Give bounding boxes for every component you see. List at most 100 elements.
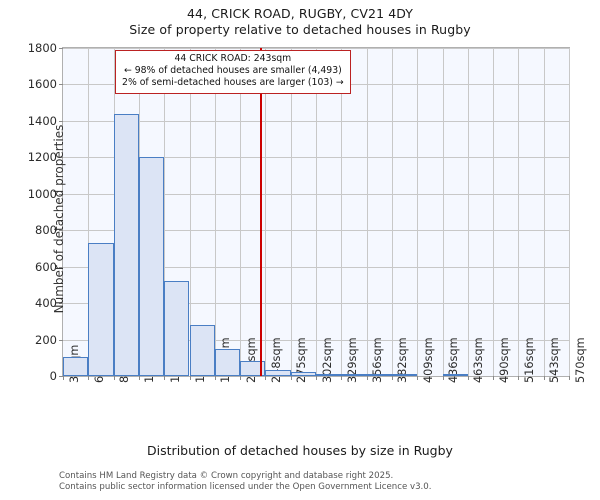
x-gridline <box>493 48 495 376</box>
x-tick-mark <box>493 376 495 380</box>
y-tick-label: 0 <box>49 369 57 383</box>
x-tick-label: 570sqm <box>573 337 587 383</box>
annotation-line-1: 44 CRICK ROAD: 243sqm <box>174 53 292 64</box>
y-tick-mark <box>59 84 63 86</box>
annotation-line-2: ← 98% of detached houses are smaller (4,… <box>123 65 342 77</box>
x-gridline <box>214 48 216 376</box>
histogram-bar <box>189 324 215 376</box>
y-tick-label: 200 <box>35 332 57 347</box>
x-tick-label: 329sqm <box>345 337 359 383</box>
x-gridline <box>467 48 469 376</box>
x-tick-label: 490sqm <box>497 337 511 383</box>
x-tick-label: 248sqm <box>269 337 283 383</box>
y-tick-label: 1000 <box>27 186 57 201</box>
x-tick-mark <box>189 376 191 380</box>
y-tick-mark <box>59 48 63 49</box>
x-tick-mark <box>164 376 165 380</box>
histogram-bar <box>138 157 164 376</box>
x-gridline <box>341 48 343 376</box>
x-axis-title: Distribution of detached houses by size … <box>147 443 453 458</box>
y-axis-title: Number of detached properties <box>52 124 66 314</box>
x-tick-mark <box>63 376 64 380</box>
x-gridline <box>569 48 570 376</box>
x-tick-label: 302sqm <box>320 337 334 383</box>
y-tick-mark <box>59 157 63 159</box>
y-tick-label: 400 <box>35 296 57 311</box>
x-tick-mark <box>214 376 216 380</box>
y-tick-mark <box>59 120 63 122</box>
footer-attribution: Contains HM Land Registry data © Crown c… <box>59 471 431 492</box>
y-tick-mark <box>59 376 63 377</box>
x-tick-mark <box>442 376 444 380</box>
x-gridline <box>391 48 393 376</box>
x-tick-label: 382sqm <box>396 337 410 383</box>
x-tick-mark <box>113 376 115 380</box>
x-tick-label: 543sqm <box>548 337 561 383</box>
x-gridline <box>442 48 444 376</box>
plot-area: 02004006008001000120014001600180034sqm61… <box>28 41 587 383</box>
y-tick-label: 1200 <box>27 150 57 165</box>
x-tick-label: 516sqm <box>522 337 536 383</box>
x-tick-label: 222sqm <box>244 337 258 383</box>
histogram-bar <box>240 361 265 376</box>
x-tick-mark <box>417 376 418 380</box>
x-gridline <box>265 48 267 376</box>
x-gridline <box>290 48 292 376</box>
x-tick-mark <box>366 376 368 380</box>
y-tick-mark <box>59 303 63 305</box>
x-gridline <box>543 48 545 376</box>
property-marker-line <box>260 48 262 376</box>
x-tick-mark <box>543 376 545 380</box>
y-tick-mark <box>59 266 63 268</box>
x-gridline <box>189 48 191 376</box>
y-tick-mark <box>59 230 63 232</box>
x-tick-mark <box>391 376 393 380</box>
x-tick-mark <box>341 376 343 380</box>
x-gridline <box>240 48 242 376</box>
x-gridline <box>316 48 317 376</box>
x-gridline <box>518 48 520 376</box>
histogram-bar <box>164 281 190 376</box>
x-tick-mark <box>316 376 317 380</box>
page-title: 44, CRICK ROAD, RUGBY, CV21 4DY <box>186 6 414 21</box>
histogram-bar <box>316 373 342 376</box>
y-tick-label: 600 <box>35 259 57 274</box>
histogram-bar <box>341 374 367 376</box>
y-tick-label: 800 <box>35 223 57 238</box>
histogram-bar <box>214 349 241 376</box>
x-gridline <box>417 48 418 376</box>
y-tick-mark <box>59 339 63 341</box>
x-tick-mark <box>265 376 267 380</box>
x-tick-mark <box>88 376 90 380</box>
x-tick-label: 275sqm <box>295 337 308 383</box>
footer-line-1: Contains HM Land Registry data © Crown c… <box>59 471 394 481</box>
x-tick-mark <box>138 376 140 380</box>
x-gridline <box>88 48 90 376</box>
x-tick-mark <box>240 376 242 380</box>
y-tick-label: 1800 <box>27 41 57 55</box>
x-tick-mark <box>290 376 292 380</box>
histogram-bar <box>265 369 291 376</box>
y-tick-label: 1400 <box>27 113 57 128</box>
histogram-bar <box>366 374 392 376</box>
chart-subtitle: Size of property relative to detached ho… <box>129 22 471 37</box>
x-gridline <box>366 48 368 376</box>
y-tick-label: 1600 <box>27 77 57 92</box>
histogram-bar <box>63 356 89 376</box>
footer-line-2: Contains public sector information licen… <box>59 481 432 492</box>
annotation-line-3: 2% of semi-detached houses are larger (1… <box>122 77 344 89</box>
histogram-bar <box>391 374 417 376</box>
x-tick-mark <box>518 376 520 380</box>
x-tick-label: 436sqm <box>447 337 460 383</box>
x-tick-label: 356sqm <box>371 337 385 383</box>
x-tick-mark <box>467 376 469 380</box>
annotation-box: 44 CRICK ROAD: 243sqm ← 98% of detached … <box>114 50 351 94</box>
x-tick-label: 409sqm <box>421 337 435 383</box>
histogram-bar <box>88 242 114 376</box>
histogram-bar <box>442 374 468 376</box>
histogram-bar <box>290 372 316 376</box>
y-tick-mark <box>59 193 63 195</box>
x-tick-label: 463sqm <box>472 337 486 383</box>
x-tick-mark <box>569 376 570 380</box>
